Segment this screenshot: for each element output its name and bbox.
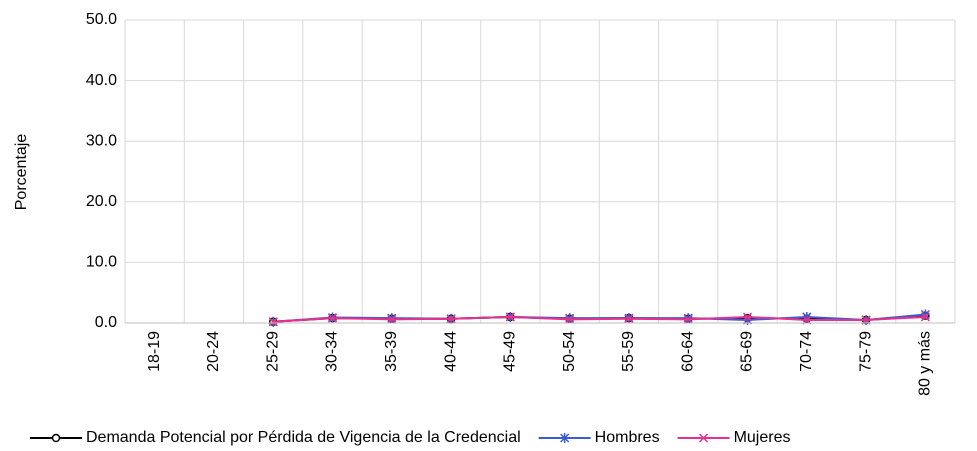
legend-label: Demanda Potencial por Pérdida de Vigenci… <box>86 429 521 446</box>
x-tick-label: 70-74 <box>798 331 815 372</box>
x-tick-label: 40-44 <box>442 331 459 372</box>
marker <box>565 313 575 324</box>
x-tick-label: 60-64 <box>679 331 696 372</box>
x-tick-label: 35-39 <box>383 331 400 372</box>
marker <box>387 314 397 324</box>
marker-shape <box>565 313 575 324</box>
marker <box>699 433 709 443</box>
marker-shape <box>560 433 570 443</box>
marker <box>387 313 397 324</box>
y-tick-label: 20.0 <box>86 193 117 210</box>
legend-label: Mujeres <box>734 429 791 446</box>
marker <box>624 314 634 324</box>
marker-shape <box>505 312 515 322</box>
marker <box>683 314 693 324</box>
marker-shape <box>387 313 397 324</box>
marker-shape <box>327 313 338 323</box>
marker-shape <box>683 313 693 324</box>
marker <box>920 312 930 322</box>
marker <box>505 312 515 322</box>
marker <box>560 433 570 443</box>
x-tick-label: 25-29 <box>264 331 281 372</box>
marker-shape <box>920 312 930 322</box>
marker <box>327 313 338 323</box>
y-tick-label: 50.0 <box>86 11 117 28</box>
marker-shape <box>683 314 693 324</box>
marker-shape <box>699 433 709 443</box>
marker <box>683 313 693 324</box>
x-tick-label: 18-19 <box>146 331 163 372</box>
marker-shape <box>387 314 397 324</box>
x-tick-label: 75-79 <box>857 331 874 372</box>
marker <box>51 433 61 443</box>
marker-shape <box>565 314 575 324</box>
marker-shape <box>624 314 634 324</box>
legend-item: Demanda Potencial por Pérdida de Vigenci… <box>30 429 521 446</box>
marker <box>268 317 278 327</box>
marker-shape <box>51 433 61 443</box>
marker <box>446 314 456 324</box>
y-axis-label: Porcentaje <box>13 134 30 211</box>
x-tick-label: 65-69 <box>739 331 756 372</box>
marker-shape <box>268 317 278 327</box>
series-line <box>273 315 926 323</box>
y-tick-label: 40.0 <box>86 72 117 89</box>
y-tick-label: 10.0 <box>86 254 117 271</box>
marker <box>742 312 753 322</box>
marker-shape <box>446 314 456 324</box>
marker <box>565 314 575 324</box>
x-tick-label: 55-59 <box>620 331 637 372</box>
legend-item: Mujeres <box>677 429 791 446</box>
legend-item: Hombres <box>538 429 660 446</box>
legend-label: Hombres <box>595 429 660 446</box>
y-tick-label: 30.0 <box>86 132 117 149</box>
y-tick-label: 0.0 <box>95 314 117 331</box>
x-tick-label: 20-24 <box>205 331 222 372</box>
x-tick-label: 50-54 <box>561 331 578 372</box>
x-tick-label: 80 y más <box>917 331 934 396</box>
x-tick-label: 45-49 <box>502 331 519 372</box>
marker-shape <box>742 312 753 322</box>
x-tick-label: 30-34 <box>324 331 341 372</box>
